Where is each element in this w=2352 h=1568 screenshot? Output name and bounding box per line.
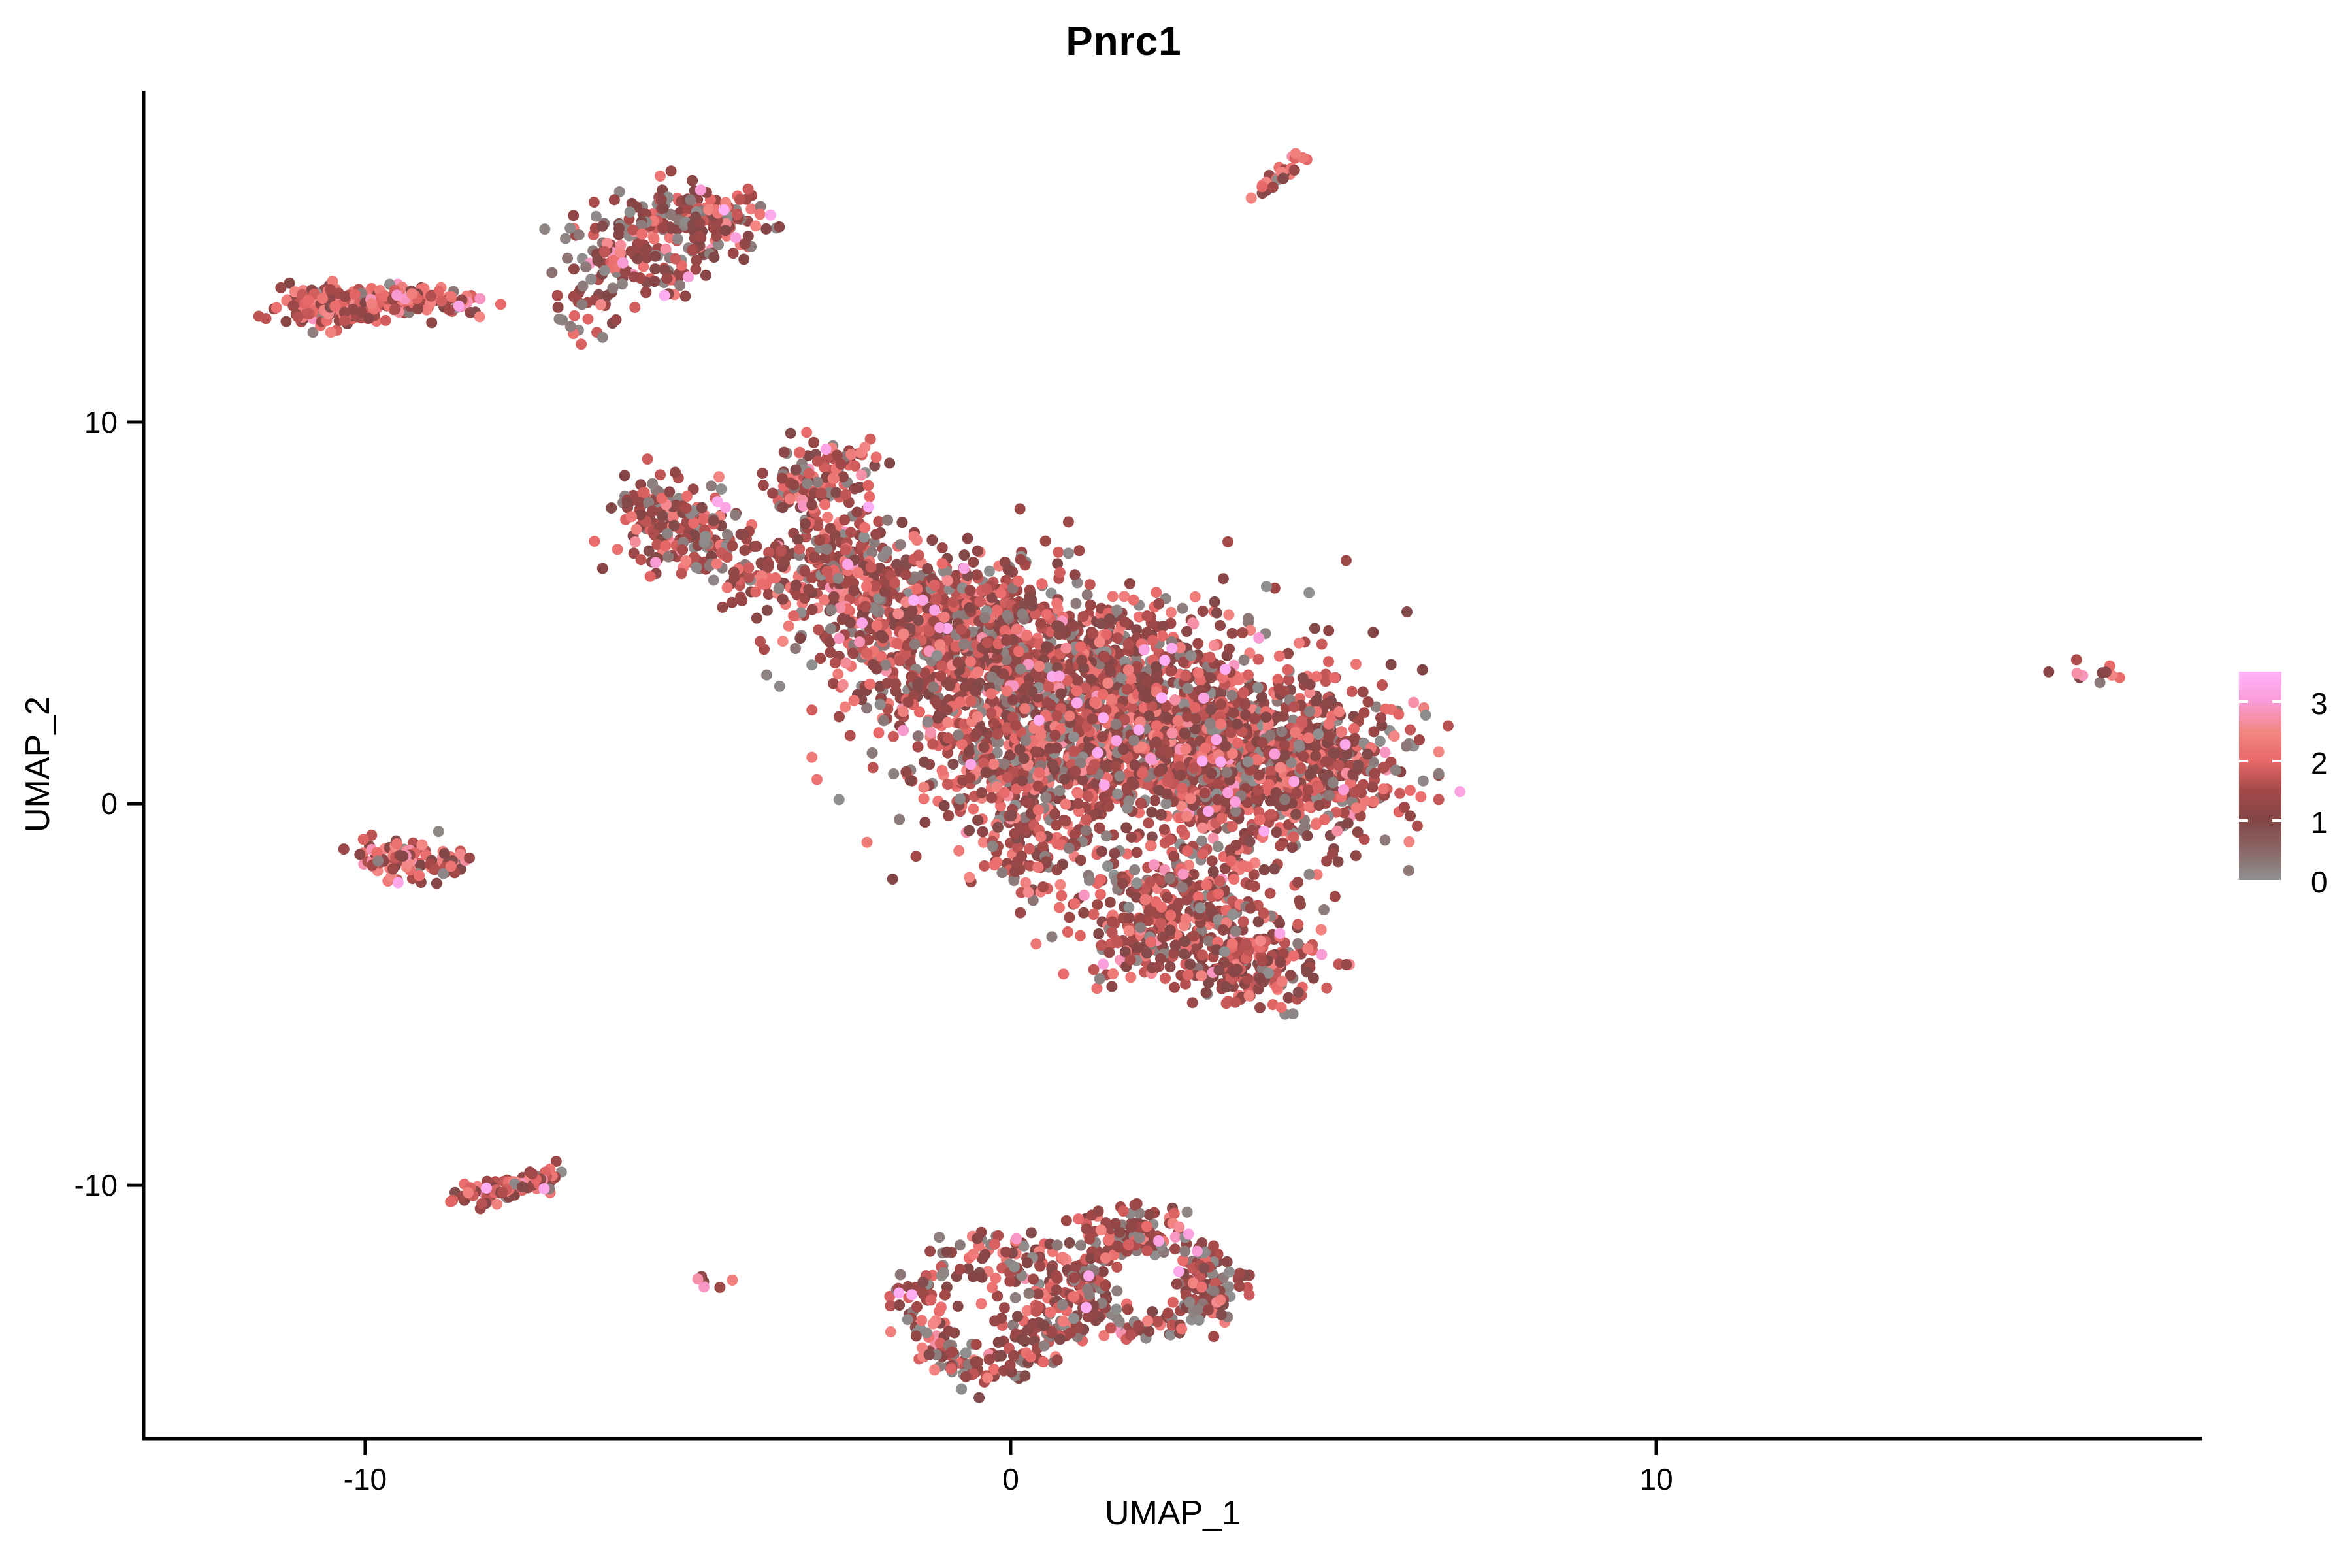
colorbar-notch (2272, 700, 2281, 703)
y-axis-tick-label: -10 (74, 1168, 118, 1202)
y-axis-tick-label: 10 (84, 405, 118, 439)
colorbar-notch (2239, 819, 2248, 822)
x-axis-tick-label: 0 (1002, 1462, 1019, 1496)
colorbar-notch (2272, 819, 2281, 822)
colorbar-tick-label: 1 (2311, 805, 2328, 840)
colorbar-notch (2239, 700, 2248, 703)
colorbar-tick-label: 3 (2311, 686, 2328, 721)
y-axis-tick-label: 0 (101, 787, 118, 821)
x-axis-title: UMAP_1 (1104, 1494, 1241, 1532)
colorbar-gradient (2239, 672, 2281, 880)
x-axis-tick-label: 10 (1639, 1462, 1673, 1496)
colorbar-notch (2239, 759, 2248, 762)
colorbar-tick-label: 0 (2311, 865, 2328, 899)
scatter-points (253, 148, 2125, 1403)
plot-title: Pnrc1 (1066, 19, 1182, 64)
colorbar-tick-label: 2 (2311, 745, 2328, 780)
y-axis-title: UMAP_2 (19, 696, 57, 833)
colorbar-notch (2272, 759, 2281, 762)
x-axis-tick-label: -10 (344, 1462, 387, 1496)
